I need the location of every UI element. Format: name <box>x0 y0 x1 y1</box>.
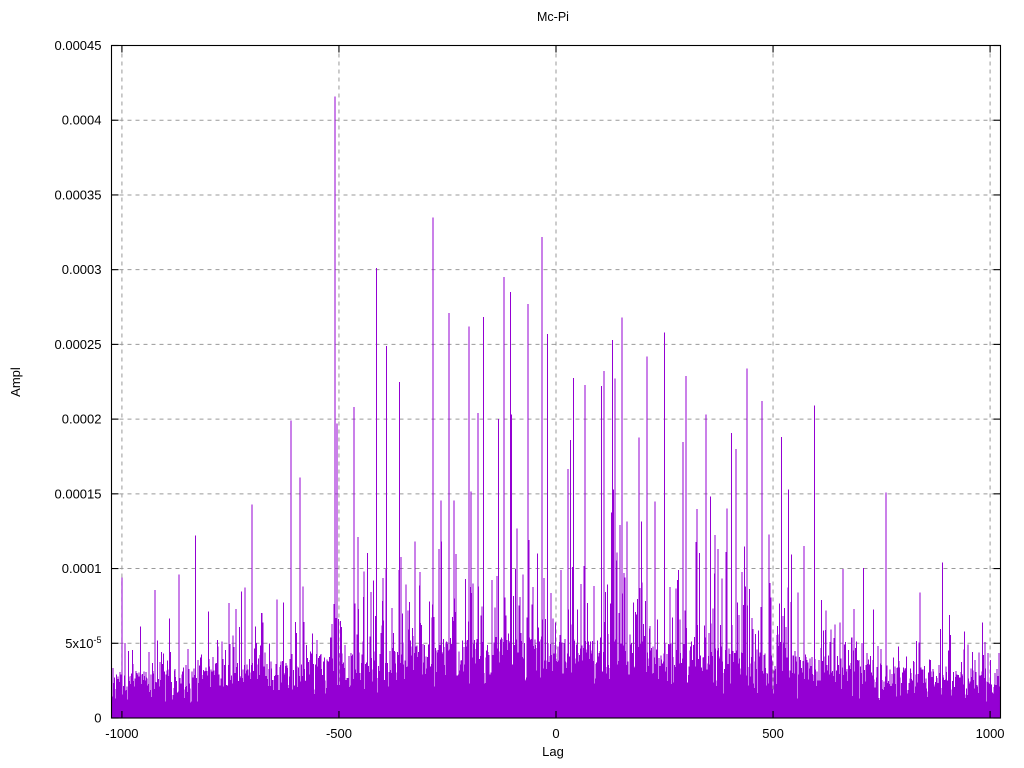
x-tick-label: 0 <box>552 726 559 741</box>
y-tick-label: 0.00045 <box>55 38 102 53</box>
y-tick-label: 0.00025 <box>55 337 102 352</box>
x-tick-label: -1000 <box>105 726 138 741</box>
x-tick-label: 1000 <box>976 726 1005 741</box>
y-tick-label: 0.00015 <box>55 486 102 501</box>
y-axis-label: Ampl <box>8 367 23 397</box>
y-axis-tick-labels: 0 5x10-5 0.0001 0.00015 0.0002 0.00025 0.0003 0… <box>55 38 102 726</box>
y-tick-label: 0.0001 <box>62 561 102 576</box>
y-tick-label: 0 <box>94 711 101 726</box>
y-tick-label: 0.0002 <box>62 412 102 427</box>
y-tick-label: 0.0003 <box>62 262 102 277</box>
x-tick-label: 500 <box>762 726 784 741</box>
y-tick-label: 0.0004 <box>62 113 102 128</box>
x-tick-label: -500 <box>326 726 352 741</box>
x-axis-label: Lag <box>542 744 564 759</box>
chart-title: Mc-Pi <box>537 10 569 24</box>
y-tick-label: 0.00035 <box>55 187 102 202</box>
x-axis-tick-labels: -1000 -500 0 500 1000 <box>105 726 1004 741</box>
y-tick-label: 5x10-5 <box>65 635 101 651</box>
axis-tickmarks <box>111 44 1001 719</box>
